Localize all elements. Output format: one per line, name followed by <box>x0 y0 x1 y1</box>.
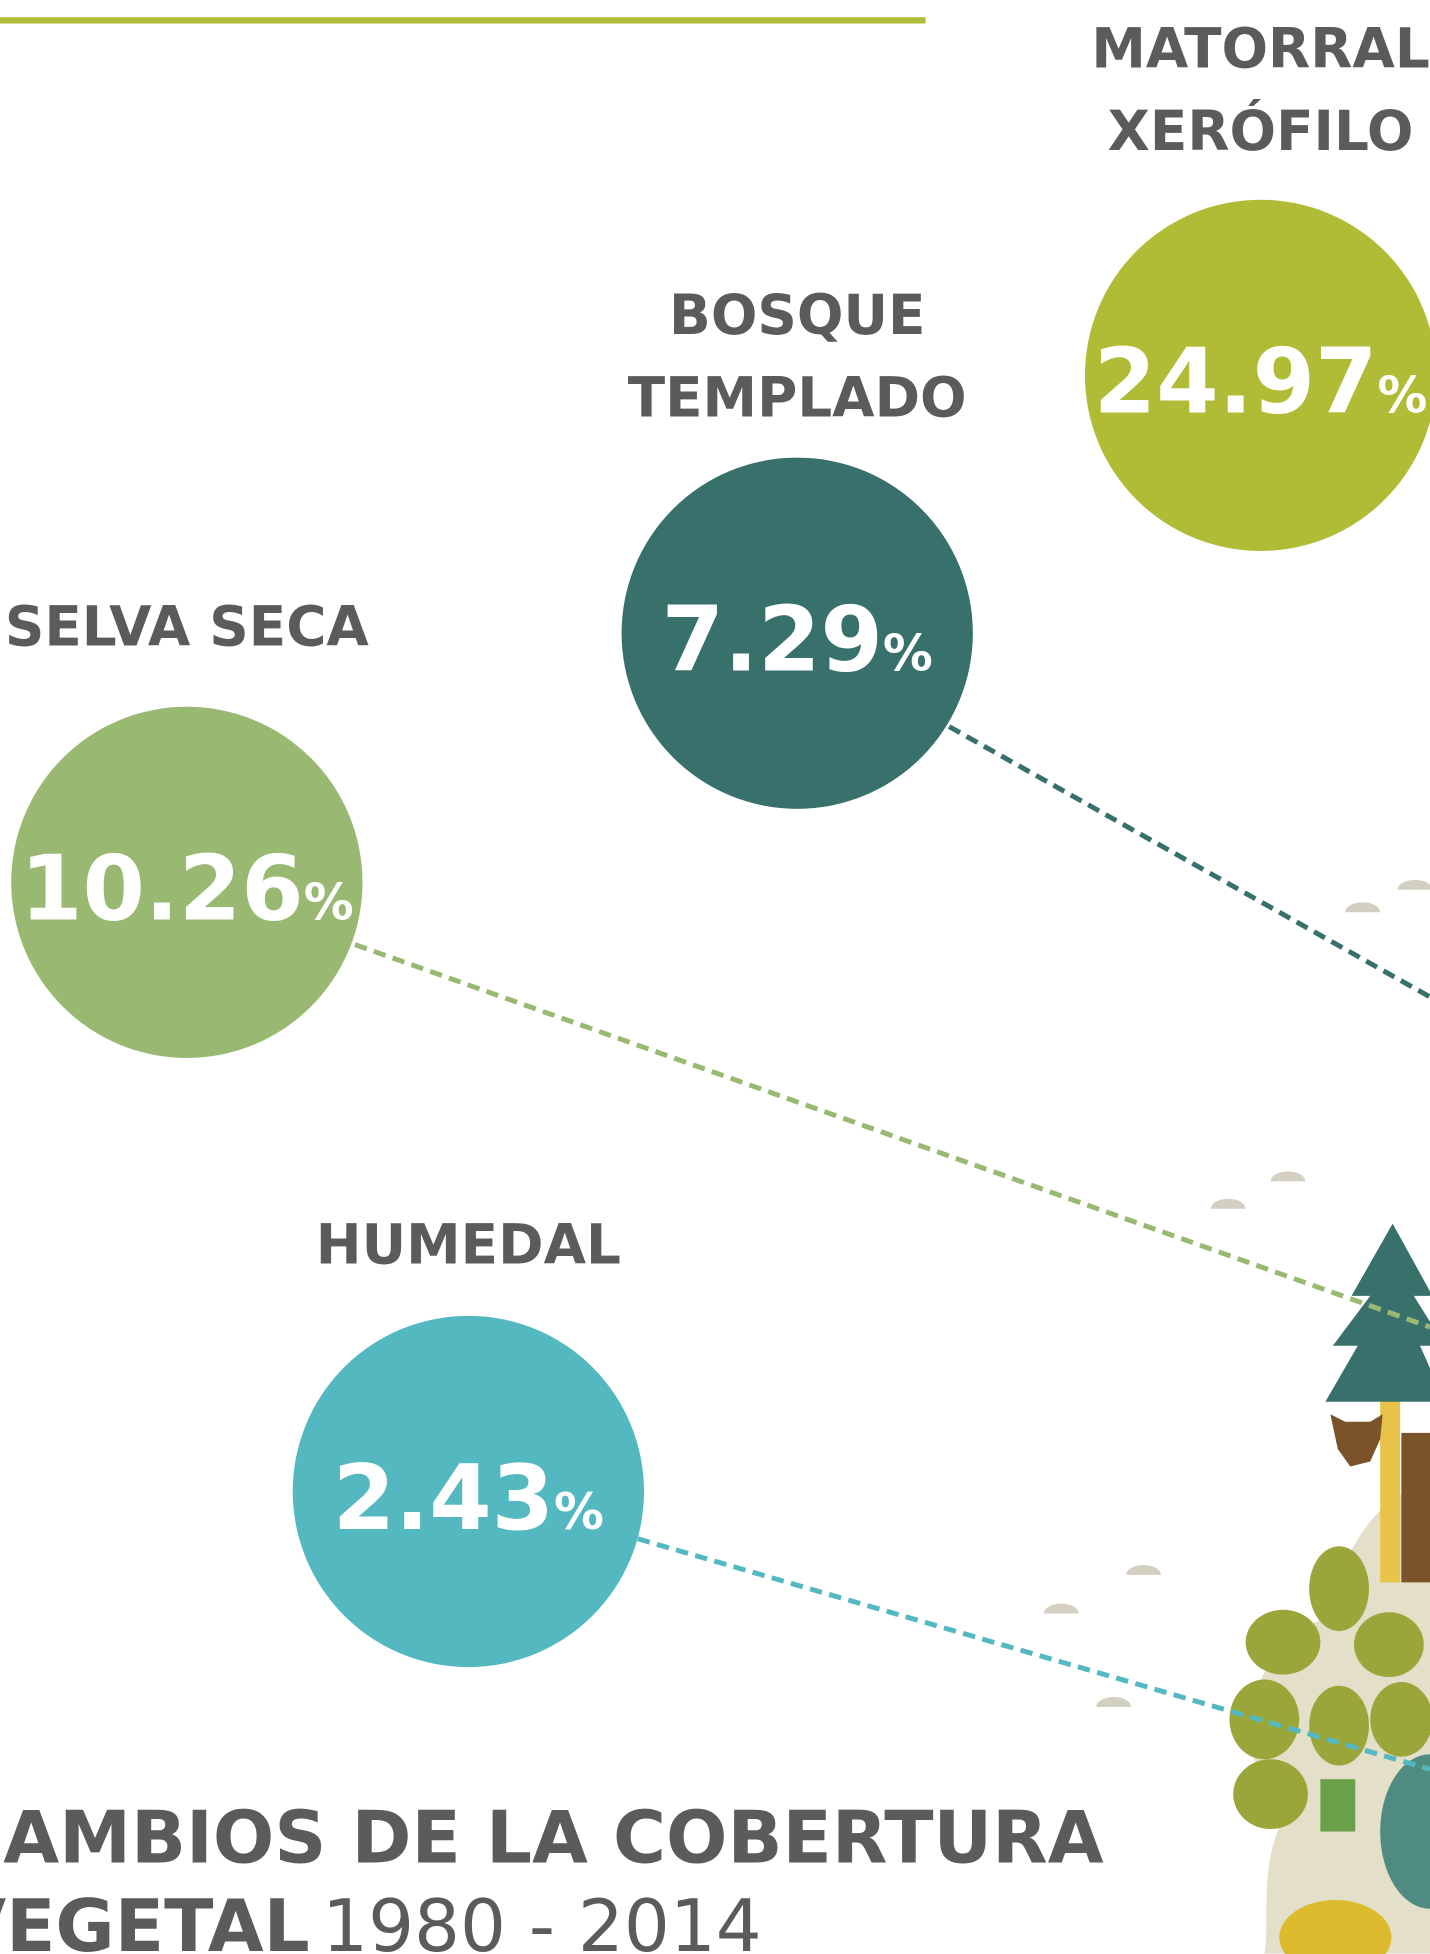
value-unit: % <box>554 1483 604 1541</box>
connector <box>949 727 1430 997</box>
item-value: 10.26% <box>20 838 354 942</box>
value-unit: % <box>304 874 354 932</box>
item-label: HUMEDAL <box>316 1212 621 1276</box>
infographic: MATORRAL XERÓFILO 24.97% BOSQUE TEMPLADO 7.29… <box>0 0 1430 1954</box>
title-line2: VEGETAL1980 - 2014 <box>0 1885 762 1954</box>
item-label: SELVA SECA <box>5 595 370 659</box>
items: MATORRAL XERÓFILO 24.97% BOSQUE TEMPLADO 7.29… <box>5 17 1430 1770</box>
item-label: MATORRAL <box>1091 17 1429 81</box>
value-unit: % <box>1377 367 1427 425</box>
title-line1: CAMBIOS DE LA COBERTURA <box>0 1797 1104 1881</box>
item-label: TEMPLADO <box>628 365 967 429</box>
item-label: XERÓFILO <box>1108 99 1414 163</box>
value-number: 7.29 <box>662 589 883 693</box>
value-unit: % <box>883 625 933 683</box>
value-number: 24.97 <box>1094 331 1378 435</box>
title-word: VEGETAL <box>0 1885 310 1954</box>
title-years: 1980 - 2014 <box>322 1885 762 1954</box>
item-label: BOSQUE <box>669 283 925 347</box>
value-number: 2.43 <box>333 1447 554 1551</box>
illustration <box>1044 880 1430 1954</box>
value-number: 10.26 <box>20 838 304 942</box>
item-value: 24.97% <box>1094 331 1428 435</box>
